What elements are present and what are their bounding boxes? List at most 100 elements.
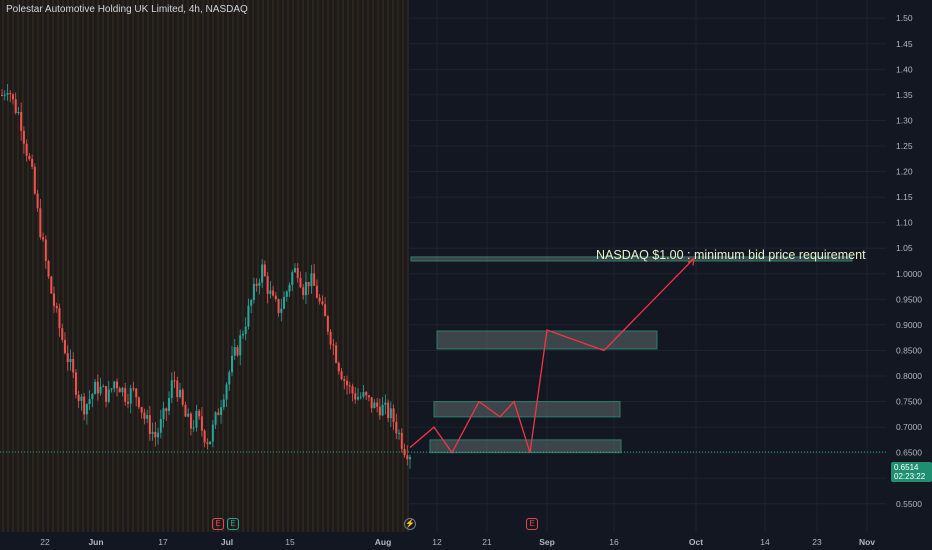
candle-body xyxy=(252,283,255,301)
candle-body xyxy=(110,388,113,390)
time-tick-label: Aug xyxy=(375,537,392,547)
session-band xyxy=(167,0,169,532)
session-band xyxy=(37,0,39,532)
price-tick-label: 1.45 xyxy=(896,39,913,49)
candle-body xyxy=(91,394,94,400)
candle-body xyxy=(389,408,392,419)
candle-body xyxy=(143,412,146,419)
time-tick-label: 22 xyxy=(40,537,50,547)
price-zone xyxy=(429,439,622,454)
session-band xyxy=(77,0,79,532)
candle-body xyxy=(94,381,97,395)
candle-body xyxy=(105,386,108,402)
session-band xyxy=(227,0,229,532)
time-tick-label: 14 xyxy=(760,537,770,547)
earnings-event-icon[interactable]: E xyxy=(526,518,538,530)
candle-body xyxy=(58,308,61,329)
candle-body xyxy=(33,166,36,194)
candlestick-series xyxy=(1,83,411,469)
candle-body xyxy=(14,99,17,114)
candle-body xyxy=(346,380,349,386)
session-band xyxy=(322,0,324,532)
time-tick-label: 21 xyxy=(482,537,492,547)
candle-body xyxy=(184,404,187,417)
candle-body xyxy=(132,388,135,390)
session-band xyxy=(112,0,114,532)
candle-body xyxy=(335,345,338,363)
candle-body xyxy=(367,395,370,398)
candle-body xyxy=(209,441,212,445)
session-band xyxy=(292,0,294,532)
price-tick-label: 0.6500 xyxy=(896,448,922,458)
candle-body xyxy=(99,386,102,394)
session-band xyxy=(242,0,244,532)
candle-body xyxy=(376,402,379,407)
minimum-bid-annotation: NASDAQ $1.00 : minimum bid price require… xyxy=(596,248,866,262)
candle-body xyxy=(222,399,225,408)
candle-body xyxy=(272,290,275,296)
candle-body xyxy=(280,308,283,313)
session-band xyxy=(212,0,214,532)
candle-body xyxy=(373,402,376,409)
time-tick-label: Sep xyxy=(539,537,555,547)
price-tick-label: 1.10 xyxy=(896,218,913,228)
candle-body xyxy=(55,305,58,309)
candle-body xyxy=(356,397,359,400)
session-band xyxy=(57,0,59,532)
session-band xyxy=(222,0,224,532)
session-band xyxy=(52,0,54,532)
candle-body xyxy=(135,388,138,398)
session-band xyxy=(162,0,164,532)
candle-body xyxy=(25,143,28,156)
price-zone xyxy=(410,256,853,262)
session-band xyxy=(302,0,304,532)
price-axis[interactable]: 1.50 1.45 1.40 1.35 1.30 1.25 1.20 1.15 1.10 1.05… xyxy=(896,13,922,509)
session-band xyxy=(357,0,359,532)
candle-body xyxy=(72,358,75,373)
candle-body xyxy=(302,287,305,296)
session-band xyxy=(367,0,369,532)
candle-body xyxy=(129,388,132,404)
price-tick-label: 0.9500 xyxy=(896,294,922,304)
session-band xyxy=(362,0,364,532)
session-band xyxy=(157,0,159,532)
price-tick-label: 1.20 xyxy=(896,167,913,177)
candle-body xyxy=(348,385,351,387)
candle-body xyxy=(247,305,250,327)
session-band xyxy=(2,0,4,532)
lightning-icon[interactable]: ⚡ xyxy=(404,518,416,530)
session-band xyxy=(27,0,29,532)
candle-body xyxy=(113,381,116,389)
session-band xyxy=(127,0,129,532)
candle-body xyxy=(285,291,288,297)
candle-body xyxy=(313,273,316,286)
candle-body xyxy=(31,159,34,167)
session-band xyxy=(22,0,24,532)
candle-body xyxy=(42,237,45,240)
session-band xyxy=(62,0,64,532)
time-axis[interactable]: 22 Jun 17 Jul 15 Aug 12 21 Sep 16 Oct 14 23 Nov xyxy=(40,537,875,547)
session-band xyxy=(82,0,84,532)
candle-body xyxy=(195,410,198,428)
price-tick-label: 0.9000 xyxy=(896,320,922,330)
session-band xyxy=(317,0,319,532)
session-band xyxy=(347,0,349,532)
session-band xyxy=(132,0,134,532)
session-band xyxy=(272,0,274,532)
candle-body xyxy=(409,457,411,460)
symbol-title[interactable]: Polestar Automotive Holding UK Limited, … xyxy=(6,4,248,15)
candle-body xyxy=(154,431,157,438)
earnings-event-icon[interactable]: E xyxy=(212,518,224,530)
session-band xyxy=(192,0,194,532)
candle-body xyxy=(50,276,53,294)
session-band xyxy=(407,0,409,532)
candle-body xyxy=(118,388,121,393)
session-band xyxy=(337,0,339,532)
candle-body xyxy=(310,273,313,287)
candle-body xyxy=(157,432,160,438)
earnings-event-icon[interactable]: E xyxy=(227,518,239,530)
price-tick-label: 1.05 xyxy=(896,243,913,253)
session-band xyxy=(372,0,374,532)
candle-body xyxy=(231,355,234,373)
